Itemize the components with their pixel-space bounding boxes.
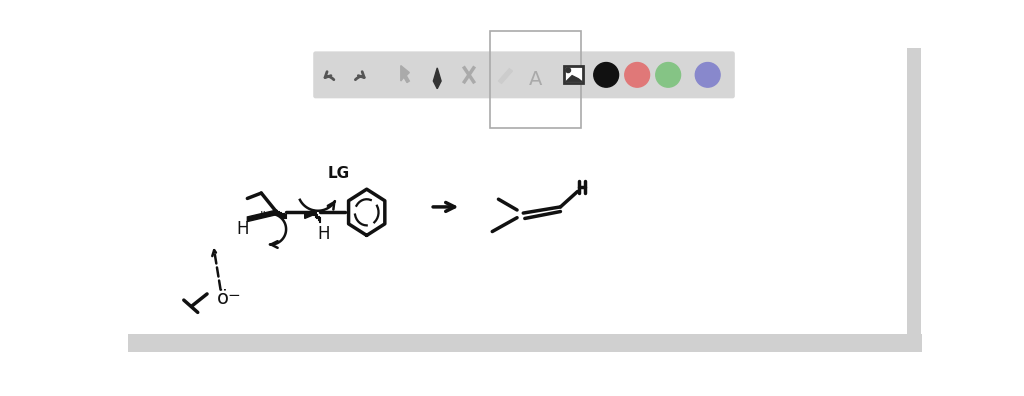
Circle shape [695,63,720,87]
Circle shape [594,63,618,87]
Polygon shape [248,210,276,221]
Polygon shape [499,69,512,83]
Polygon shape [400,66,410,82]
Text: A: A [529,70,543,89]
FancyBboxPatch shape [313,51,735,98]
Text: ö: ö [216,289,228,308]
Text: H: H [317,225,330,243]
Text: −: − [227,288,240,303]
FancyBboxPatch shape [907,48,921,352]
Circle shape [655,63,681,87]
Circle shape [625,63,649,87]
Text: H: H [237,220,249,238]
Polygon shape [566,76,583,82]
Polygon shape [433,68,441,89]
FancyBboxPatch shape [564,67,583,83]
Polygon shape [305,210,314,219]
Text: '': '' [259,210,266,223]
Circle shape [566,68,570,72]
FancyBboxPatch shape [128,334,922,352]
Text: LG: LG [328,166,350,181]
